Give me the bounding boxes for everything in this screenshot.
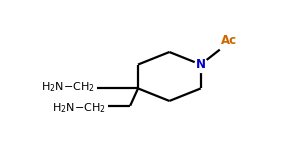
Text: H$_2$N$-$CH$_2$: H$_2$N$-$CH$_2$ [52, 101, 105, 115]
Text: H$_2$N$-$CH$_2$: H$_2$N$-$CH$_2$ [41, 80, 94, 94]
Text: Ac: Ac [221, 34, 237, 47]
Text: N: N [196, 58, 206, 71]
